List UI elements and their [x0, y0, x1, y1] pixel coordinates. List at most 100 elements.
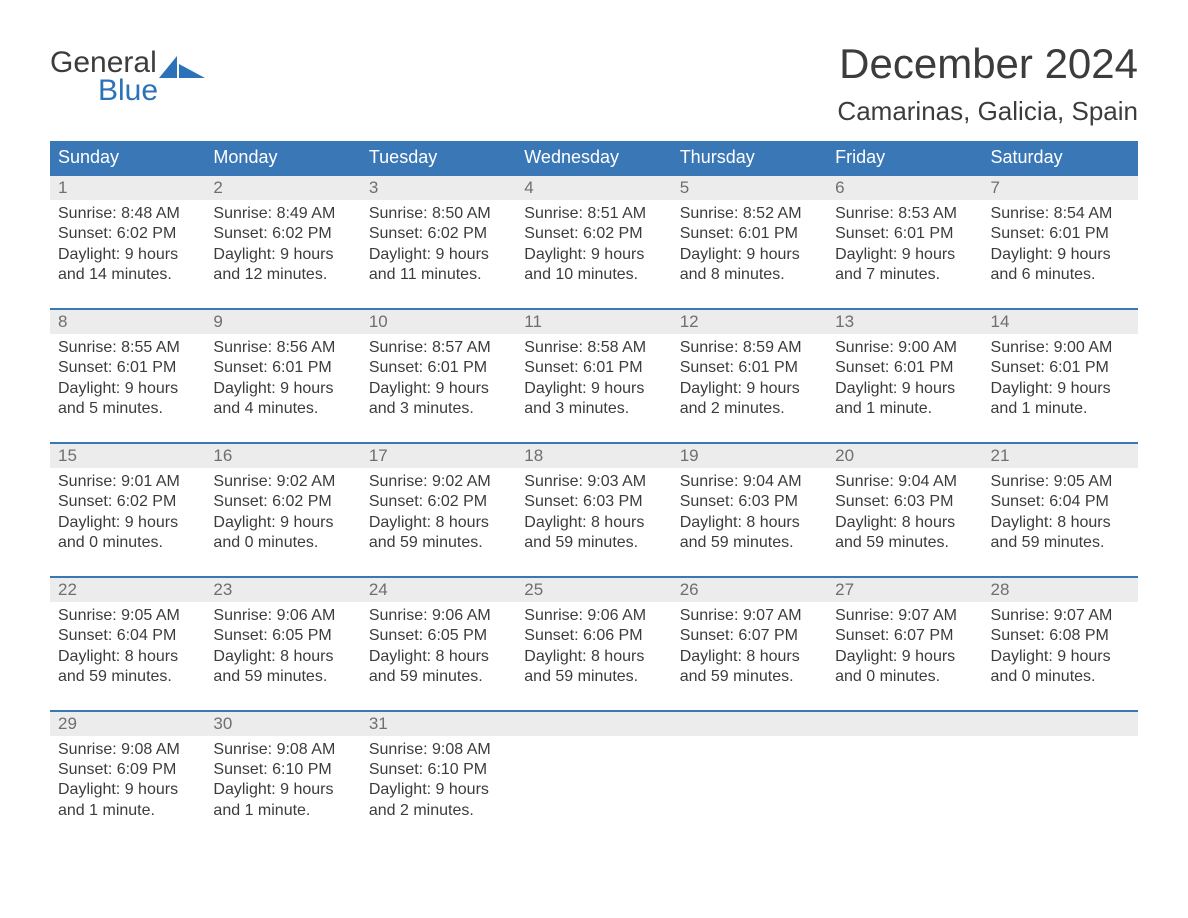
sunrise-text: Sunrise: 9:00 AM	[991, 338, 1130, 358]
sunset-text: Sunset: 6:06 PM	[524, 626, 663, 646]
day-details: Sunrise: 9:00 AMSunset: 6:01 PMDaylight:…	[827, 334, 982, 420]
sunrise-text: Sunrise: 9:05 AM	[58, 606, 197, 626]
sunrise-text: Sunrise: 9:08 AM	[213, 740, 352, 760]
day-number: 29	[50, 712, 205, 736]
day-details: Sunrise: 9:07 AMSunset: 6:08 PMDaylight:…	[983, 602, 1138, 688]
sunset-text: Sunset: 6:02 PM	[524, 224, 663, 244]
logo: General Blue	[50, 40, 205, 106]
day-details: Sunrise: 8:49 AMSunset: 6:02 PMDaylight:…	[205, 200, 360, 286]
weekday-header: Monday	[205, 141, 360, 174]
daylight-text-1: Daylight: 8 hours	[213, 647, 352, 667]
sunrise-text: Sunrise: 9:08 AM	[369, 740, 508, 760]
sunrise-text: Sunrise: 8:59 AM	[680, 338, 819, 358]
daylight-text-2: and 14 minutes.	[58, 265, 197, 285]
daylight-text-1: Daylight: 9 hours	[58, 379, 197, 399]
day-number: 20	[827, 444, 982, 468]
day-number: 10	[361, 310, 516, 334]
day-number: 25	[516, 578, 671, 602]
day-details: Sunrise: 8:57 AMSunset: 6:01 PMDaylight:…	[361, 334, 516, 420]
sunrise-text: Sunrise: 9:06 AM	[524, 606, 663, 626]
daylight-text-1: Daylight: 9 hours	[213, 780, 352, 800]
daylight-text-2: and 11 minutes.	[369, 265, 508, 285]
calendar-day: 19Sunrise: 9:04 AMSunset: 6:03 PMDayligh…	[672, 444, 827, 554]
daylight-text-1: Daylight: 9 hours	[213, 513, 352, 533]
daylight-text-2: and 3 minutes.	[524, 399, 663, 419]
calendar-day: 9Sunrise: 8:56 AMSunset: 6:01 PMDaylight…	[205, 310, 360, 420]
day-details: Sunrise: 8:54 AMSunset: 6:01 PMDaylight:…	[983, 200, 1138, 286]
daylight-text-2: and 59 minutes.	[213, 667, 352, 687]
sunrise-text: Sunrise: 8:50 AM	[369, 204, 508, 224]
sunrise-text: Sunrise: 8:54 AM	[991, 204, 1130, 224]
day-number: 23	[205, 578, 360, 602]
location-label: Camarinas, Galicia, Spain	[837, 96, 1138, 127]
daylight-text-1: Daylight: 8 hours	[524, 647, 663, 667]
sunset-text: Sunset: 6:01 PM	[369, 358, 508, 378]
calendar-day: 2Sunrise: 8:49 AMSunset: 6:02 PMDaylight…	[205, 176, 360, 286]
calendar-day: 8Sunrise: 8:55 AMSunset: 6:01 PMDaylight…	[50, 310, 205, 420]
calendar: Sunday Monday Tuesday Wednesday Thursday…	[50, 141, 1138, 821]
calendar-day: 30Sunrise: 9:08 AMSunset: 6:10 PMDayligh…	[205, 712, 360, 822]
calendar-day: 13Sunrise: 9:00 AMSunset: 6:01 PMDayligh…	[827, 310, 982, 420]
calendar-day: 25 Sunrise: 9:06 AMSunset: 6:06 PMDayligh…	[516, 578, 671, 688]
day-number: 28	[983, 578, 1138, 602]
sunset-text: Sunset: 6:08 PM	[991, 626, 1130, 646]
daylight-text-1: Daylight: 9 hours	[991, 647, 1130, 667]
day-number: 26	[672, 578, 827, 602]
sunrise-text: Sunrise: 9:07 AM	[680, 606, 819, 626]
daylight-text-1: Daylight: 8 hours	[524, 513, 663, 533]
daylight-text-2: and 0 minutes.	[213, 533, 352, 553]
daylight-text-1: Daylight: 8 hours	[58, 647, 197, 667]
sunset-text: Sunset: 6:01 PM	[991, 358, 1130, 378]
daylight-text-2: and 0 minutes.	[58, 533, 197, 553]
calendar-day: 20Sunrise: 9:04 AMSunset: 6:03 PMDayligh…	[827, 444, 982, 554]
day-details: Sunrise: 9:07 AMSunset: 6:07 PMDaylight:…	[672, 602, 827, 688]
sunrise-text: Sunrise: 9:07 AM	[835, 606, 974, 626]
sunrise-text: Sunrise: 9:03 AM	[524, 472, 663, 492]
day-number: 13	[827, 310, 982, 334]
sunset-text: Sunset: 6:02 PM	[369, 224, 508, 244]
calendar-day: 10Sunrise: 8:57 AMSunset: 6:01 PMDayligh…	[361, 310, 516, 420]
weekday-header: Wednesday	[516, 141, 671, 174]
calendar-day: 26Sunrise: 9:07 AMSunset: 6:07 PMDayligh…	[672, 578, 827, 688]
daylight-text-1: Daylight: 9 hours	[58, 245, 197, 265]
weekday-header: Saturday	[983, 141, 1138, 174]
day-number: 5	[672, 176, 827, 200]
day-details: Sunrise: 9:05 AMSunset: 6:04 PMDaylight:…	[50, 602, 205, 688]
sunset-text: Sunset: 6:01 PM	[680, 358, 819, 378]
daylight-text-1: Daylight: 8 hours	[991, 513, 1130, 533]
calendar-day	[827, 712, 982, 822]
daylight-text-1: Daylight: 9 hours	[369, 780, 508, 800]
daylight-text-1: Daylight: 9 hours	[835, 245, 974, 265]
month-title: December 2024	[837, 40, 1138, 88]
day-details: Sunrise: 8:53 AMSunset: 6:01 PMDaylight:…	[827, 200, 982, 286]
day-number: 15	[50, 444, 205, 468]
day-number: 9	[205, 310, 360, 334]
day-number	[516, 712, 671, 736]
day-details: Sunrise: 9:02 AMSunset: 6:02 PMDaylight:…	[205, 468, 360, 554]
day-number: 4	[516, 176, 671, 200]
sunset-text: Sunset: 6:01 PM	[991, 224, 1130, 244]
day-number: 8	[50, 310, 205, 334]
calendar-day: 7Sunrise: 8:54 AMSunset: 6:01 PMDaylight…	[983, 176, 1138, 286]
sunrise-text: Sunrise: 9:08 AM	[58, 740, 197, 760]
day-number	[672, 712, 827, 736]
calendar-day: 24Sunrise: 9:06 AMSunset: 6:05 PMDayligh…	[361, 578, 516, 688]
daylight-text-2: and 3 minutes.	[369, 399, 508, 419]
day-details: Sunrise: 9:00 AMSunset: 6:01 PMDaylight:…	[983, 334, 1138, 420]
daylight-text-2: and 2 minutes.	[680, 399, 819, 419]
calendar-week: 1Sunrise: 8:48 AMSunset: 6:02 PMDaylight…	[50, 174, 1138, 286]
sunset-text: Sunset: 6:03 PM	[524, 492, 663, 512]
day-details: Sunrise: 8:48 AMSunset: 6:02 PMDaylight:…	[50, 200, 205, 286]
weekday-header: Tuesday	[361, 141, 516, 174]
day-number: 18	[516, 444, 671, 468]
daylight-text-1: Daylight: 8 hours	[680, 647, 819, 667]
calendar-day: 29Sunrise: 9:08 AMSunset: 6:09 PMDayligh…	[50, 712, 205, 822]
day-details: Sunrise: 9:02 AMSunset: 6:02 PMDaylight:…	[361, 468, 516, 554]
sunrise-text: Sunrise: 9:04 AM	[835, 472, 974, 492]
daylight-text-2: and 12 minutes.	[213, 265, 352, 285]
daylight-text-2: and 59 minutes.	[835, 533, 974, 553]
day-details: Sunrise: 9:08 AMSunset: 6:09 PMDaylight:…	[50, 736, 205, 822]
day-details: Sunrise: 8:50 AMSunset: 6:02 PMDaylight:…	[361, 200, 516, 286]
daylight-text-1: Daylight: 9 hours	[991, 245, 1130, 265]
sunset-text: Sunset: 6:02 PM	[213, 492, 352, 512]
